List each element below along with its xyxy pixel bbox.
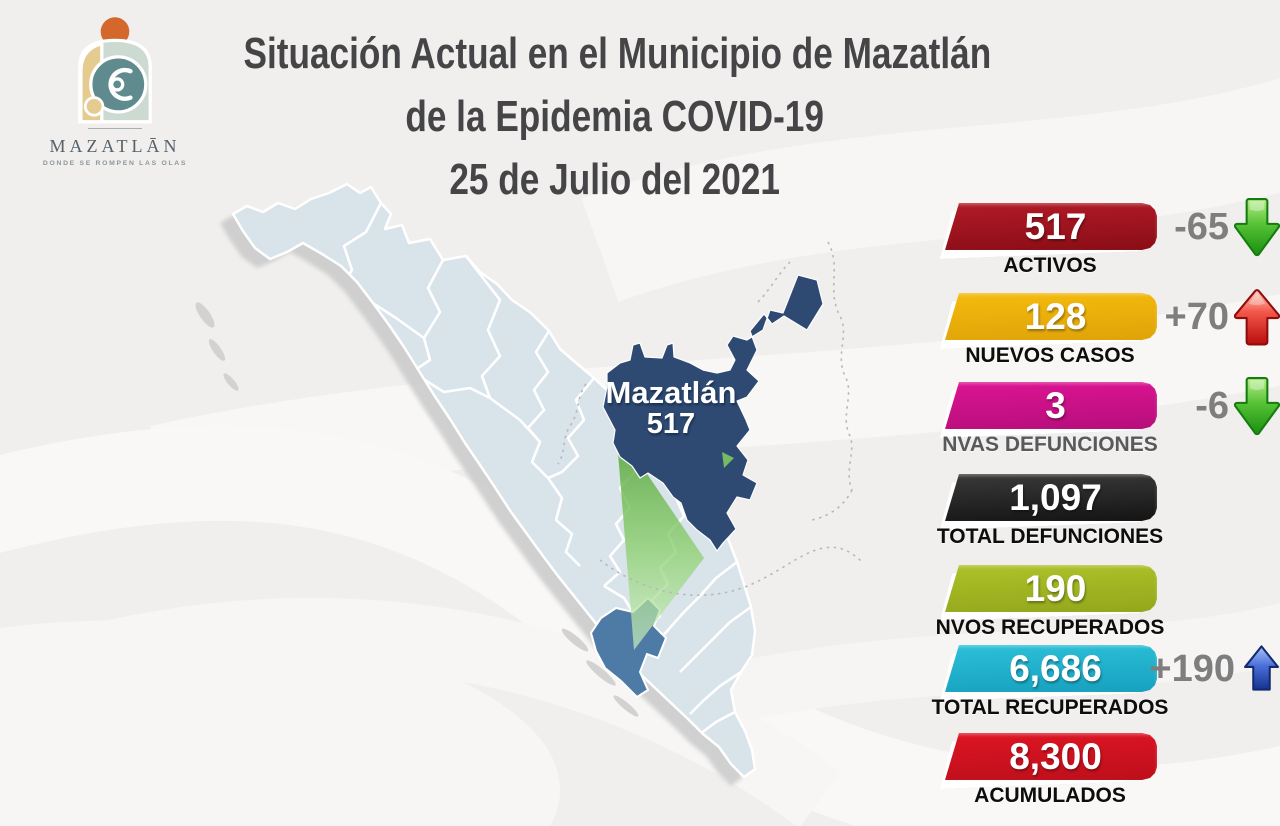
stat-row: 1,097 TOTAL DEFUNCIONES: [937, 474, 1163, 548]
stat-change-value: -65: [1174, 206, 1229, 248]
stat-row: 8,300 ACUMULADOS: [944, 733, 1157, 807]
stat-label: NVOS RECUPERADOS: [935, 616, 1165, 639]
down-green-arrow-icon: [1234, 376, 1280, 436]
stat-label: TOTAL DEFUNCIONES: [936, 525, 1164, 548]
title-line-2: de la Epidemia COVID-19: [405, 92, 825, 141]
stat-card: 517: [945, 203, 1157, 250]
callout-region-value: 517: [646, 408, 696, 440]
stat-change: +190: [1110, 639, 1280, 699]
mazatlan-logo: MAZATLĀN DONDE SE ROMPEN LAS OLAS: [18, 6, 198, 176]
logo-wordmark: MAZATLĀN: [49, 136, 181, 156]
stat-card: 8,300: [945, 733, 1157, 780]
stat-value: 1,097: [1009, 477, 1102, 518]
stat-value: 128: [1024, 296, 1087, 337]
stat-label: ACTIVOS: [1003, 254, 1097, 277]
stat-card: 3: [945, 382, 1157, 429]
callout-label: Mazatlán 517: [596, 376, 746, 440]
stat-value: 6,686: [1009, 648, 1102, 689]
stat-card: 6,686: [945, 645, 1157, 692]
stat-label: NVAS DEFUNCIONES: [942, 433, 1158, 456]
logo-divider: [88, 128, 142, 129]
stat-value: 190: [1024, 568, 1087, 609]
shell-sun-logo-icon: [78, 17, 152, 124]
up-blue-arrow-icon: [1243, 644, 1280, 694]
stat-card: 190: [945, 565, 1157, 612]
stat-value: 8,300: [1009, 736, 1102, 777]
stat-value: 3: [1045, 385, 1066, 426]
stat-row: 190 NVOS RECUPERADOS: [936, 565, 1164, 639]
stat-change-value: +70: [1164, 296, 1229, 338]
stat-row: 128 NUEVOS CASOS +70: [944, 293, 1157, 367]
stat-card: 128: [945, 293, 1157, 340]
down-green-arrow-icon: [1234, 197, 1280, 257]
stat-row: 517 ACTIVOS -65: [944, 203, 1157, 277]
stat-change: -6: [1110, 376, 1280, 436]
up-red-arrow-icon: [1234, 287, 1280, 347]
stat-change: +70: [1110, 287, 1280, 347]
stat-label: TOTAL RECUPERADOS: [931, 696, 1169, 719]
stat-row: 6,686 TOTAL RECUPERADOS +190: [932, 645, 1157, 719]
stat-label: NUEVOS CASOS: [965, 344, 1135, 367]
stat-change-value: +190: [1149, 648, 1235, 690]
stat-change-value: -6: [1195, 385, 1229, 427]
stat-change: -65: [1110, 197, 1280, 257]
stat-row: 3 NVAS DEFUNCIONES -6: [944, 382, 1157, 456]
stat-card: 1,097: [945, 474, 1157, 521]
stat-label: ACUMULADOS: [974, 784, 1126, 807]
callout-region-name: Mazatlán: [605, 375, 737, 410]
logo-tagline: DONDE SE ROMPEN LAS OLAS: [42, 160, 188, 167]
page-title: Situación Actual en el Municipio de Maza…: [150, 22, 1080, 211]
stat-value: 517: [1024, 206, 1087, 247]
title-line-1: Situación Actual en el Municipio de Maza…: [243, 29, 992, 78]
title-date: 25 de Julio del 2021: [449, 155, 781, 204]
